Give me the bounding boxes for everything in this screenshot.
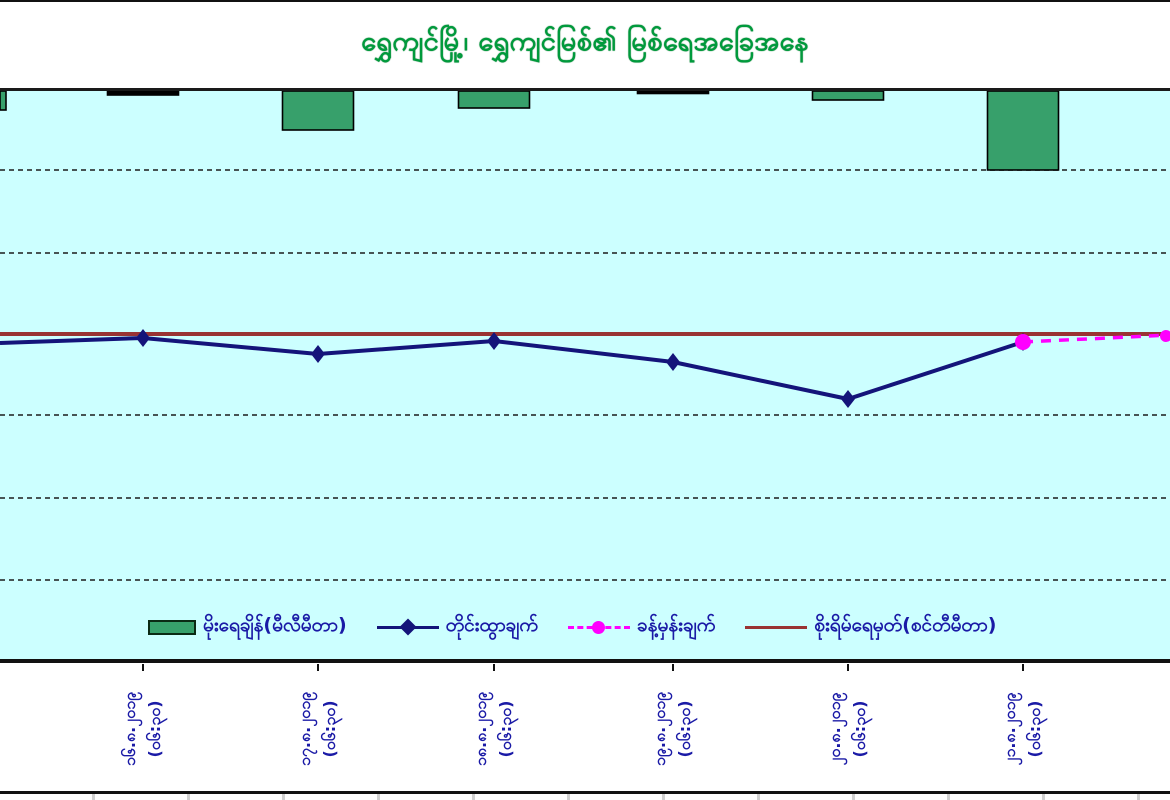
legend-item-measured: တိုင်းထွာချက် <box>376 613 538 641</box>
rainfall-bar <box>457 91 531 109</box>
legend-item-forecast: ခန့်မှန်းချက် <box>567 613 716 641</box>
legend-item-danger: စိုးရိမ်ရေမှတ်(စင်တီမီတာ) <box>745 613 996 641</box>
x-axis-tick <box>847 664 849 671</box>
legend-label-measured: တိုင်းထွာချက် <box>445 614 538 636</box>
rainfall-bar <box>281 91 355 131</box>
rainfall-bar <box>986 91 1060 171</box>
legend-label-danger: စိုးရိမ်ရေမှတ်(စင်တီမီတာ) <box>814 614 997 636</box>
x-axis-tick <box>493 664 495 671</box>
legend-item-rainfall: မိုးရေချိန်(မီလီမီတာ) <box>148 613 347 641</box>
x-axis-label: ၁၇.၈.၂၀၁၉ (၀၆:၃၀) <box>295 691 339 767</box>
measured-line <box>0 335 1024 402</box>
forecast-edge-marker <box>1160 330 1170 342</box>
measured-point-marker <box>487 332 501 350</box>
next-chart-tick-marks <box>0 794 1170 800</box>
x-axis-tick <box>317 664 319 671</box>
x-axis-label: ၁၆.၈.၂၀၁၉ (၀၆:၃၀) <box>120 691 164 767</box>
chart-title: ရွှေကျင်မြို့၊ ရွှေကျင်မြစ်၏ မြစ်ရေအခြေအ… <box>361 26 809 57</box>
rainfall-bar <box>106 91 180 96</box>
legend-label-forecast: ခန့်မှန်းချက် <box>636 614 716 636</box>
dashed-dot-swatch-icon <box>567 619 630 635</box>
red-line-swatch-icon <box>745 625 808 629</box>
x-axis-label: ၁၉.၈.၂၀၁၉ (၀၆:၃၀) <box>650 691 694 767</box>
rain-bar-swatch-icon <box>148 619 196 635</box>
x-axis-tick <box>142 664 144 671</box>
rainfall-bar <box>811 91 885 101</box>
measured-point-marker <box>841 390 855 408</box>
plot-area: မိုးရေချိန်(မီလီမီတာ) တိုင်းထွာချက် ခန့်… <box>0 88 1170 659</box>
x-axis-line <box>0 659 1170 663</box>
rainfall-bar <box>636 91 710 95</box>
measured-point-marker <box>136 329 150 347</box>
forecast-line <box>1022 333 1170 344</box>
x-axis-label: ၁၈.၈.၂၀၁၉ (၀၆:၃၀) <box>471 691 515 767</box>
rainfall-bar-partial <box>0 91 7 111</box>
x-axis-label: ၂၁.၈.၂၀၁၉ (၀၆:၃၀) <box>1000 692 1044 766</box>
plot-svg <box>0 91 1170 581</box>
x-axis-tick <box>672 664 674 671</box>
forecast-point-marker <box>1015 334 1031 350</box>
line-diamond-swatch-icon <box>376 618 439 636</box>
legend-label-rainfall: မိုးရေချိန်(မီလီမီတာ) <box>203 614 347 636</box>
measured-point-marker <box>311 345 325 363</box>
chart-top-border <box>0 0 1170 2</box>
x-axis-label: ၂၀.၈.၂၀၁၉ (၀၆:၃၀) <box>825 692 869 766</box>
measured-point-marker <box>666 353 680 371</box>
x-axis-tick <box>1022 664 1024 671</box>
chart-bottom-border <box>0 791 1170 794</box>
legend: မိုးရေချိန်(မီလီမီတာ) တိုင်းထွာချက် ခန့်… <box>148 609 996 645</box>
